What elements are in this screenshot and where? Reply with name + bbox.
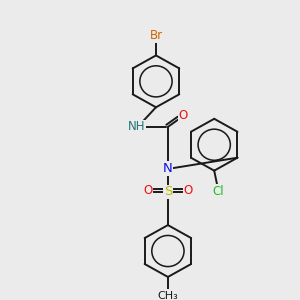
Text: O: O: [143, 184, 152, 197]
Text: CH₃: CH₃: [158, 291, 178, 300]
Text: S: S: [164, 185, 172, 199]
Text: O: O: [178, 109, 188, 122]
Text: Br: Br: [149, 29, 163, 42]
Text: NH: NH: [128, 120, 145, 134]
Text: Cl: Cl: [213, 185, 224, 198]
Text: O: O: [183, 184, 193, 197]
Text: N: N: [163, 162, 173, 175]
